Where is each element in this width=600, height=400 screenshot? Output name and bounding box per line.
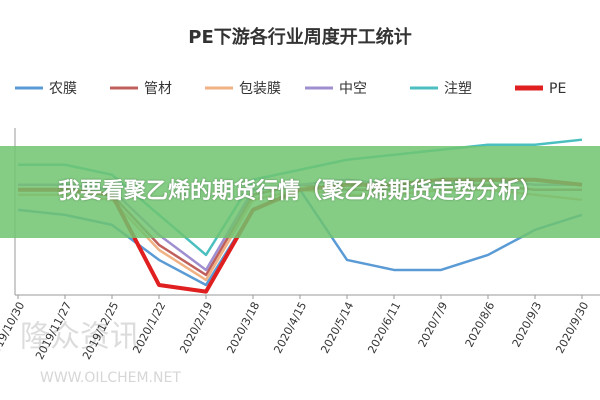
chart-title: PE下游各行业周度开工统计	[188, 26, 412, 48]
watermark: 隆众资讯	[20, 320, 140, 355]
x-tick-label: 2020/9/30	[553, 300, 591, 356]
banner-text: 我要看聚乙烯的期货行情（聚乙烯期货走势分析）	[57, 179, 542, 204]
x-tick-label: 2020/3/18	[224, 300, 262, 356]
legend-label: 农膜	[49, 81, 77, 97]
legend-label: 注塑	[444, 81, 472, 97]
x-tick-label: 2020/5/14	[318, 300, 356, 356]
legend-label: 管材	[144, 81, 172, 97]
legend-label: 中空	[339, 81, 367, 97]
x-tick-label: 2020/4/15	[271, 300, 309, 356]
legend-label: 包装膜	[239, 81, 281, 97]
x-tick-label: 2020/8/6	[463, 300, 498, 350]
legend-label: PE	[549, 81, 566, 97]
x-tick-label: 2020/2/19	[177, 300, 215, 356]
x-tick-label: 2020/7/9	[416, 300, 451, 350]
banner: 我要看聚乙烯的期货行情（聚乙烯期货走势分析）	[0, 146, 600, 238]
x-tick-label: 2020/9/3	[510, 300, 545, 350]
x-tick-label: 2020/6/11	[365, 300, 403, 356]
watermark-url: WWW.OILCHEM.NET	[40, 370, 181, 386]
